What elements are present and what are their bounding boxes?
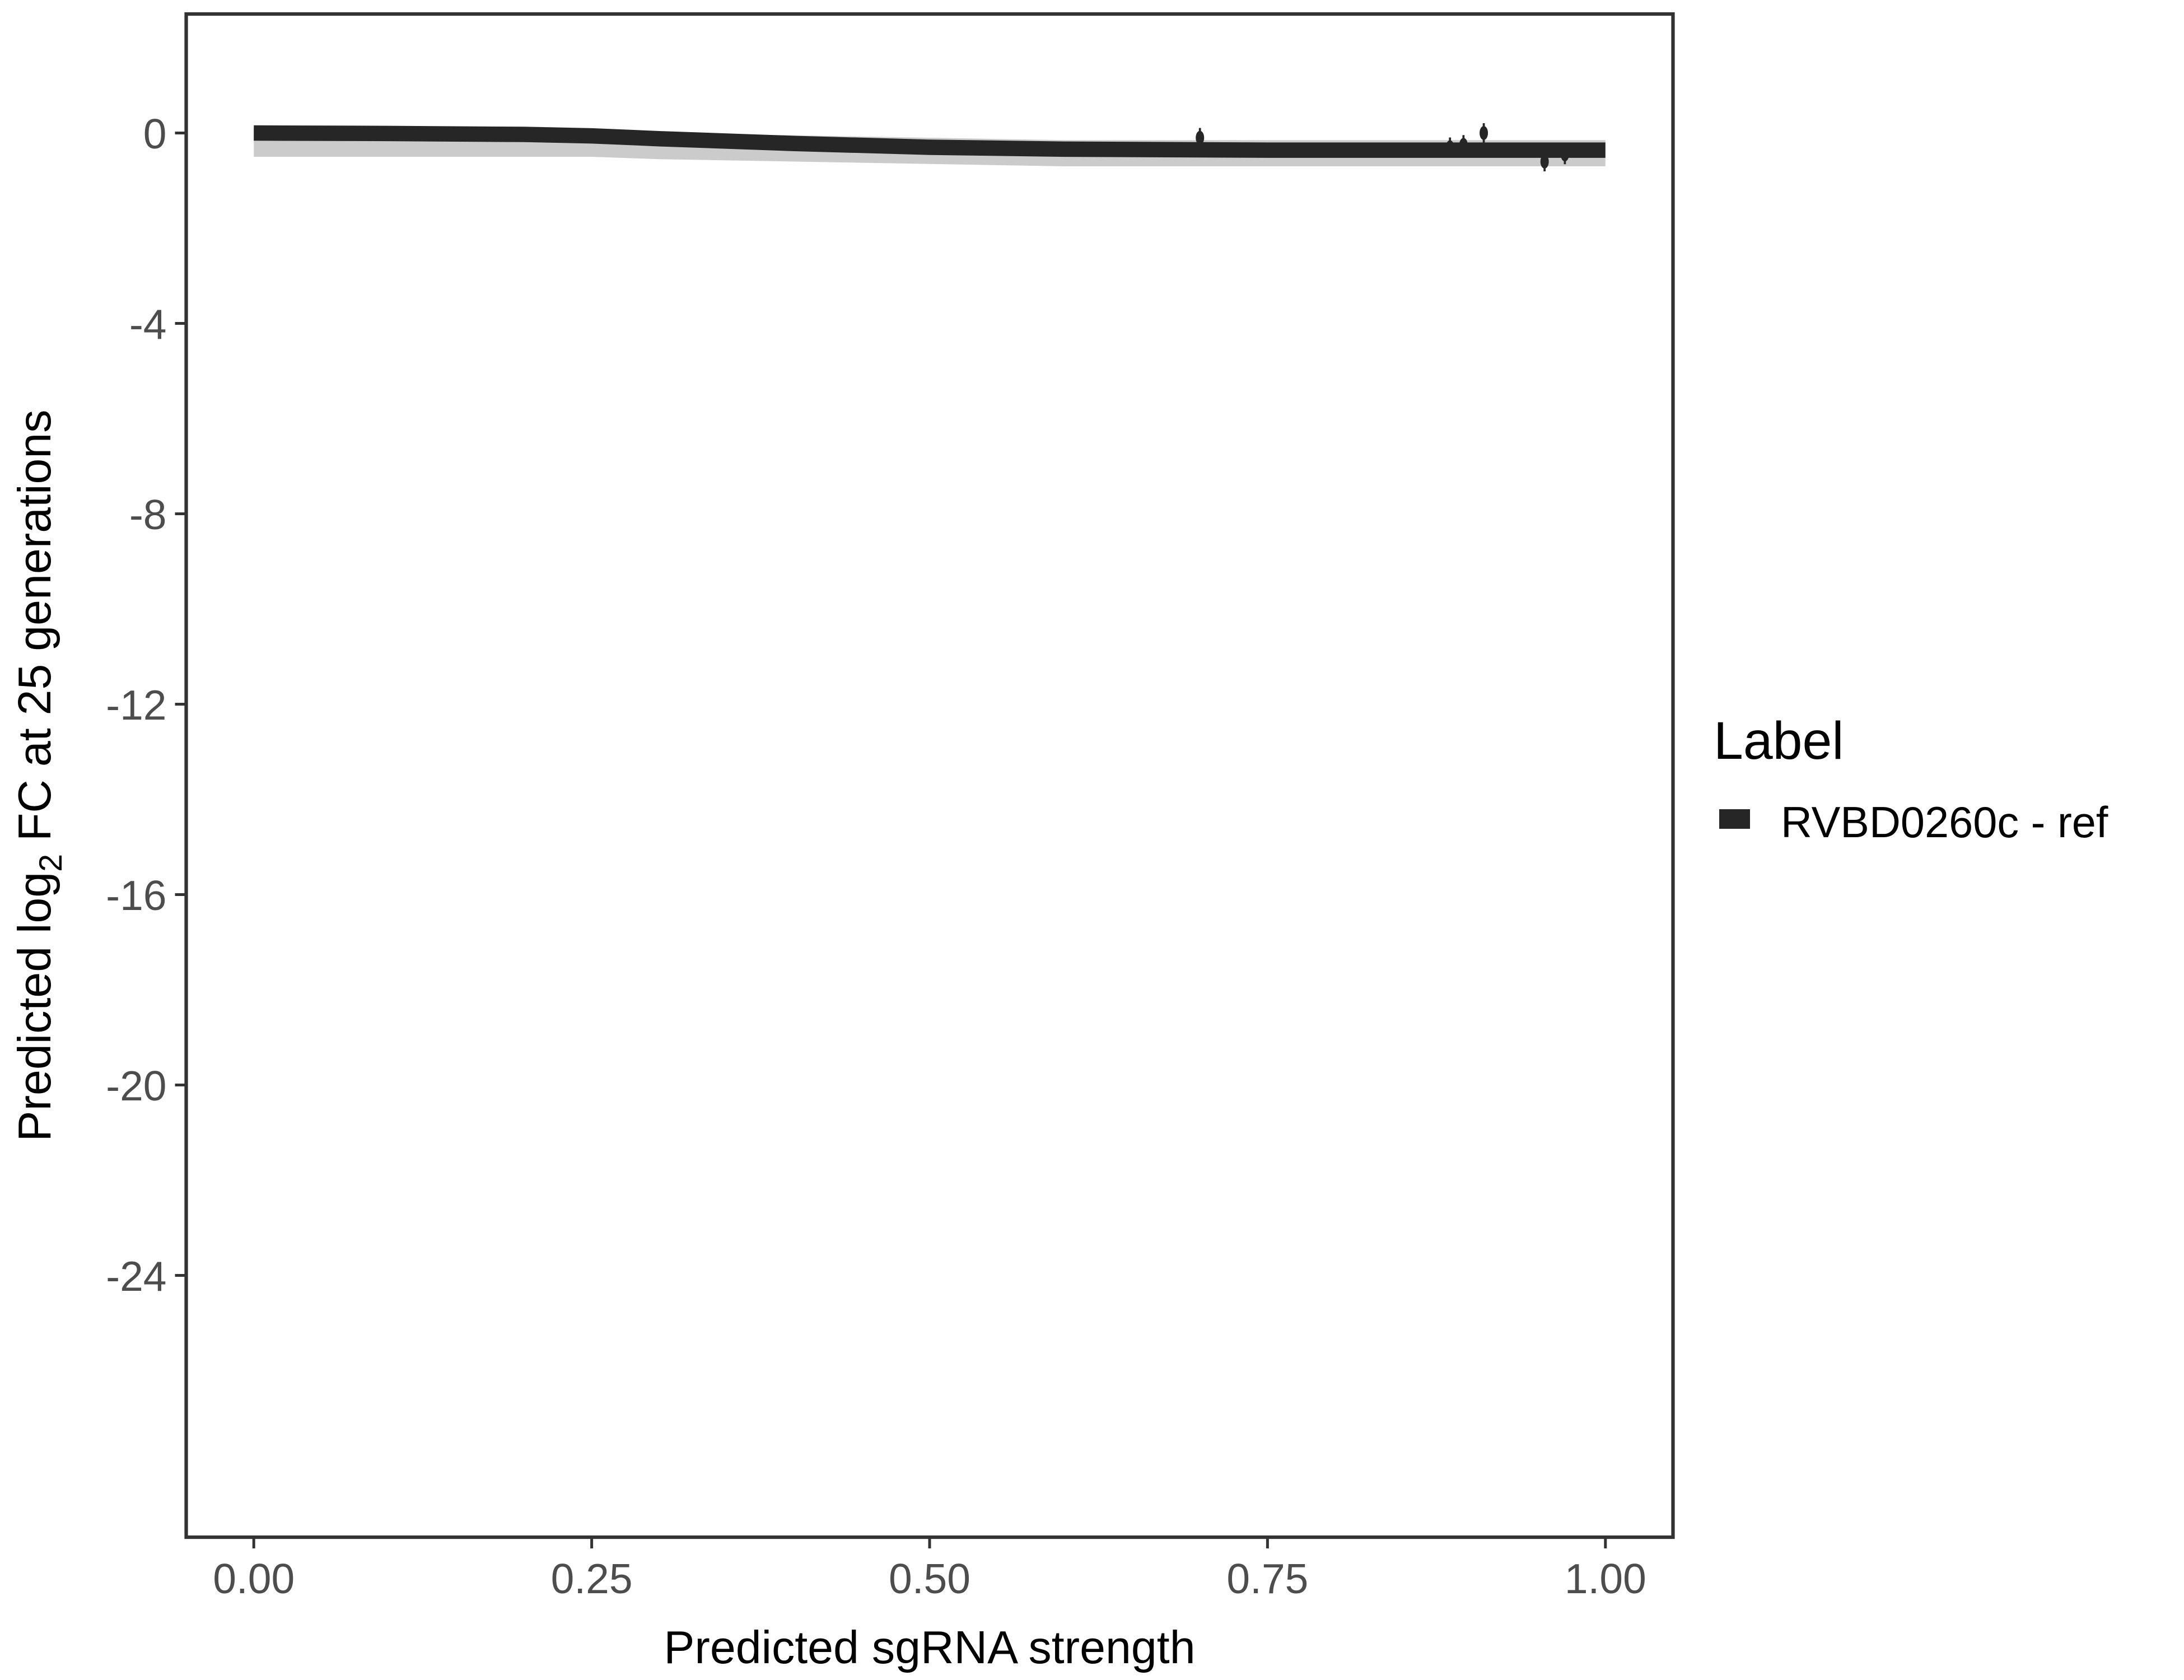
y-tick-label: 0 xyxy=(143,110,167,157)
x-tick-label: 1.00 xyxy=(1565,1555,1646,1602)
legend-title: Label xyxy=(1714,711,1844,771)
series-line xyxy=(254,125,1606,158)
x-tick-label: 0.75 xyxy=(1226,1555,1308,1602)
y-tick-label: -4 xyxy=(129,301,167,348)
y-tick-label: -16 xyxy=(106,872,166,919)
y-tick-label: -20 xyxy=(106,1062,166,1109)
y-axis: 0 -4 -8 -12 -16 -20 -24 xyxy=(106,110,186,1300)
y-tick-label: -8 xyxy=(129,491,167,538)
x-axis-title: Predicted sgRNA strength xyxy=(664,1622,1195,1673)
x-tick-label: 0.25 xyxy=(551,1555,633,1602)
data-point xyxy=(1540,155,1549,169)
data-point xyxy=(1445,140,1454,155)
legend: Label RVBD0260c - ref xyxy=(1714,711,2108,847)
data-point xyxy=(1560,147,1569,162)
data-point xyxy=(1196,130,1205,145)
data-point xyxy=(1459,138,1468,152)
x-axis: 0.00 0.25 0.50 0.75 1.00 xyxy=(213,1537,1646,1602)
y-tick-label: -24 xyxy=(106,1253,166,1300)
y-tick-label: -12 xyxy=(106,682,166,729)
x-tick-label: 0.00 xyxy=(213,1555,295,1602)
legend-label: RVBD0260c - ref xyxy=(1781,799,2108,847)
legend-key xyxy=(1719,809,1750,829)
series-line-group xyxy=(254,125,1606,158)
data-points xyxy=(1196,123,1569,172)
x-tick-label: 0.50 xyxy=(889,1555,970,1602)
data-point xyxy=(1480,126,1488,140)
y-axis-title: Predicted log2 FC at 25 generations xyxy=(9,410,69,1142)
